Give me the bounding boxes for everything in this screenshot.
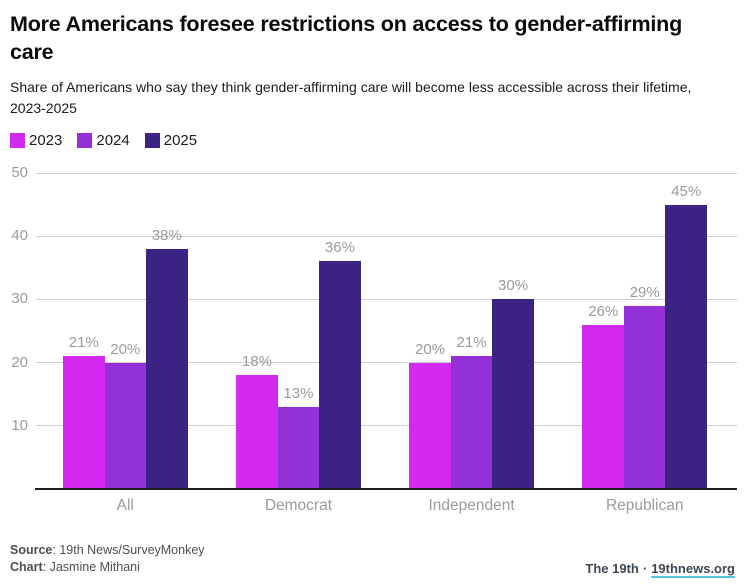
chart-credit-value: : Jasmine Mithani bbox=[42, 560, 140, 574]
source-line: Source: 19th News/SurveyMonkey bbox=[10, 542, 205, 559]
chart-credit-line: Chart: Jasmine Mithani bbox=[10, 559, 205, 576]
bar-2025-independent: 30% bbox=[492, 277, 534, 489]
brand-link[interactable]: 19thnews.org bbox=[651, 561, 735, 578]
x-category-label-republican: Republican bbox=[605, 497, 684, 514]
bar-value-label: 29% bbox=[629, 283, 660, 301]
y-tick-label: 50 bbox=[11, 164, 28, 181]
chart-credit-label: Chart bbox=[10, 560, 43, 574]
bar-2024-democrat: 13% bbox=[277, 385, 320, 489]
bar-2023-democrat: 18% bbox=[236, 353, 278, 489]
x-category-label-democrat: Democrat bbox=[264, 497, 332, 514]
chart-title: More Americans foresee restrictions on a… bbox=[10, 12, 683, 64]
brand: The 19th · 19thnews.org bbox=[585, 561, 735, 578]
bar-value-label: 21% bbox=[68, 334, 99, 352]
legend-item-2025: 2025 bbox=[144, 132, 198, 149]
gridline bbox=[36, 172, 737, 174]
brand-name: The 19th bbox=[585, 561, 639, 576]
bar-value-label: 26% bbox=[588, 302, 619, 320]
bar-2025-democrat: 36% bbox=[319, 239, 361, 489]
bar-value-label: 45% bbox=[671, 182, 702, 200]
bar-value-label: 13% bbox=[283, 384, 314, 402]
bar-value-label: 20% bbox=[110, 340, 141, 358]
gridline bbox=[36, 425, 737, 427]
gridline bbox=[36, 235, 737, 237]
bar-value-label: 18% bbox=[241, 353, 272, 371]
legend-swatch bbox=[77, 133, 93, 148]
bar-value-label: 38% bbox=[151, 226, 182, 244]
bar-2024-all: 20% bbox=[104, 341, 146, 489]
legend-item-2023: 2023 bbox=[10, 132, 62, 149]
bar-value-label: 21% bbox=[456, 334, 487, 352]
x-category-label-independent: Independent bbox=[428, 497, 515, 514]
bar-value-label: 20% bbox=[415, 340, 446, 358]
legend-swatch bbox=[10, 133, 25, 148]
x-axis-line bbox=[35, 488, 737, 490]
plot-area: 10 20 30 40 50 21% 20% 38% 18% 13% 36% 20% 21% 30% 26%… bbox=[11, 165, 737, 490]
source-label: Source bbox=[10, 543, 53, 557]
legend-item-2024: 2024 bbox=[77, 132, 130, 149]
chart-subtitle: Share of Americans who say they think ge… bbox=[10, 79, 692, 116]
footer: Source: 19th News/SurveyMonkey Chart: Ja… bbox=[10, 542, 737, 578]
bar-2025-republican: 45% bbox=[665, 183, 707, 489]
legend-label: 2024 bbox=[96, 132, 130, 149]
bar-value-label: 36% bbox=[324, 239, 355, 257]
bar-2024-republican: 29% bbox=[623, 284, 666, 489]
brand-separator: · bbox=[642, 561, 648, 576]
legend-label: 2023 bbox=[29, 132, 63, 149]
y-tick-label: 30 bbox=[11, 290, 28, 308]
bar-2023-independent: 20% bbox=[409, 341, 451, 489]
bar-2024-independent: 21% bbox=[450, 334, 493, 489]
y-tick-label: 20 bbox=[11, 353, 28, 371]
legend-label: 2025 bbox=[163, 132, 198, 149]
x-axis-category-labels: All Democrat Independent Republican bbox=[36, 497, 737, 515]
gridline bbox=[36, 298, 737, 300]
gridline bbox=[36, 362, 737, 364]
source-value: : 19th News/SurveyMonkey bbox=[52, 543, 205, 557]
bar-2025-all: 38% bbox=[146, 227, 188, 489]
y-tick-label: 10 bbox=[11, 416, 28, 434]
bar-group-independent: 20% 21% 30% bbox=[409, 173, 534, 489]
bar-value-label: 30% bbox=[498, 277, 529, 295]
bar-group-republican: 26% 29% 45% bbox=[582, 173, 707, 489]
credits: Source: 19th News/SurveyMonkey Chart: Ja… bbox=[10, 542, 205, 576]
bar-group-all: 21% 20% 38% bbox=[63, 173, 188, 489]
x-category-label-all: All bbox=[116, 497, 134, 514]
bar-groups: 21% 20% 38% 18% 13% 36% 20% 21% 30% 26% 29% 45% bbox=[36, 173, 737, 489]
legend-swatch bbox=[144, 133, 160, 148]
bar-group-democrat: 18% 13% 36% bbox=[236, 173, 361, 489]
chart-area: 10 20 30 40 50 21% 20% 38% 18% 13% 36% 20% 21% 30% 26%… bbox=[10, 165, 737, 515]
bar-2023-republican: 26% bbox=[582, 303, 624, 489]
y-tick-label: 40 bbox=[11, 227, 28, 245]
legend: 2023 2024 2025 bbox=[10, 132, 737, 149]
bar-2023-all: 21% bbox=[63, 334, 105, 489]
